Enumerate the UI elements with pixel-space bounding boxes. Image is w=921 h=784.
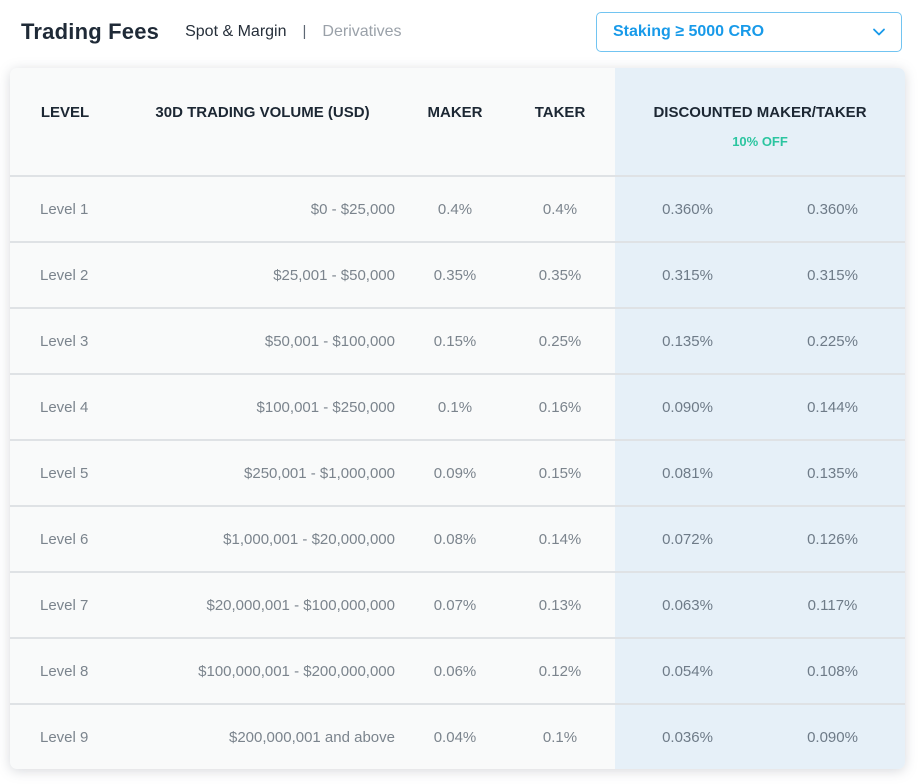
taker-fee-cell: 0.13% xyxy=(538,596,582,614)
discounted-taker-cell: 0.126% xyxy=(760,507,905,571)
discounted-taker-cell: 0.108% xyxy=(760,639,905,703)
taker-fee-cell: 0.12% xyxy=(538,662,582,680)
discounted-maker-cell: 0.090% xyxy=(615,375,760,439)
maker-fee-cell: 0.04% xyxy=(433,728,477,746)
fees-table-card: LEVEL 30D TRADING VOLUME (USD) MAKER TAK… xyxy=(10,68,905,769)
volume-cell: $0 - $25,000 xyxy=(310,200,395,218)
page-header: Trading Fees Spot & Margin | Derivatives… xyxy=(0,0,921,52)
discounted-taker-cell: 0.225% xyxy=(760,309,905,373)
discounted-maker-cell: 0.081% xyxy=(615,441,760,505)
tab-spot-margin[interactable]: Spot & Margin xyxy=(185,22,287,40)
tab-bar: Spot & Margin | Derivatives xyxy=(185,23,401,41)
maker-fee-cell: 0.08% xyxy=(433,530,477,548)
level-cell: Level 6 xyxy=(40,530,89,548)
header-discounted-title: DISCOUNTED MAKER/TAKER xyxy=(653,104,867,121)
discounted-maker-cell: 0.315% xyxy=(615,243,760,307)
header-maker: MAKER xyxy=(427,104,483,121)
tab-derivatives[interactable]: Derivatives xyxy=(322,22,402,40)
volume-cell: $25,001 - $50,000 xyxy=(273,266,395,284)
staking-dropdown-value: Staking ≥ 5000 CRO xyxy=(613,22,765,40)
header-discounted: DISCOUNTED MAKER/TAKER 10% OFF xyxy=(615,68,905,175)
taker-fee-cell: 0.15% xyxy=(538,464,582,482)
taker-fee-cell: 0.16% xyxy=(538,398,582,416)
volume-cell: $20,000,001 - $100,000,000 xyxy=(206,596,395,614)
staking-dropdown[interactable]: Staking ≥ 5000 CRO xyxy=(596,11,902,52)
discounted-taker-cell: 0.144% xyxy=(760,375,905,439)
level-cell: Level 2 xyxy=(40,266,89,284)
table-row: Level 8 $100,000,001 - $200,000,000 0.06… xyxy=(10,637,905,703)
header-level: LEVEL xyxy=(40,104,90,121)
level-cell: Level 7 xyxy=(40,596,89,614)
table-header-row: LEVEL 30D TRADING VOLUME (USD) MAKER TAK… xyxy=(10,68,905,175)
volume-cell: $100,001 - $250,000 xyxy=(256,398,395,416)
level-cell: Level 5 xyxy=(40,464,89,482)
volume-cell: $200,000,001 and above xyxy=(229,728,395,746)
table-row: Level 9 $200,000,001 and above 0.04% 0.1… xyxy=(10,703,905,769)
discounted-taker-cell: 0.090% xyxy=(760,705,905,769)
maker-fee-cell: 0.07% xyxy=(433,596,477,614)
maker-fee-cell: 0.06% xyxy=(433,662,477,680)
level-cell: Level 1 xyxy=(40,200,89,218)
maker-fee-cell: 0.15% xyxy=(433,332,477,350)
table-row: Level 4 $100,001 - $250,000 0.1% 0.16% 0… xyxy=(10,373,905,439)
table-row: Level 6 $1,000,001 - $20,000,000 0.08% 0… xyxy=(10,505,905,571)
discounted-taker-cell: 0.360% xyxy=(760,177,905,241)
table-row: Level 5 $250,001 - $1,000,000 0.09% 0.15… xyxy=(10,439,905,505)
header-volume: 30D TRADING VOLUME (USD) xyxy=(155,104,370,121)
table-row: Level 7 $20,000,001 - $100,000,000 0.07%… xyxy=(10,571,905,637)
volume-cell: $100,000,001 - $200,000,000 xyxy=(198,662,395,680)
discounted-maker-cell: 0.072% xyxy=(615,507,760,571)
volume-cell: $50,001 - $100,000 xyxy=(264,332,395,350)
volume-cell: $1,000,001 - $20,000,000 xyxy=(223,530,395,548)
discounted-taker-cell: 0.135% xyxy=(760,441,905,505)
page-title: Trading Fees xyxy=(21,18,160,44)
volume-cell: $250,001 - $1,000,000 xyxy=(244,464,395,482)
header-taker: TAKER xyxy=(534,104,586,121)
taker-fee-cell: 0.1% xyxy=(542,728,578,746)
discounted-maker-cell: 0.036% xyxy=(615,705,760,769)
table-row: Level 3 $50,001 - $100,000 0.15% 0.25% 0… xyxy=(10,307,905,373)
taker-fee-cell: 0.4% xyxy=(542,200,578,218)
maker-fee-cell: 0.35% xyxy=(433,266,477,284)
discounted-maker-cell: 0.063% xyxy=(615,573,760,637)
tab-separator: | xyxy=(302,23,307,40)
discounted-maker-cell: 0.135% xyxy=(615,309,760,373)
taker-fee-cell: 0.14% xyxy=(538,530,582,548)
chevron-down-icon xyxy=(871,24,887,40)
level-cell: Level 4 xyxy=(40,398,89,416)
maker-fee-cell: 0.1% xyxy=(437,398,473,416)
maker-fee-cell: 0.4% xyxy=(437,200,473,218)
discounted-maker-cell: 0.054% xyxy=(615,639,760,703)
taker-fee-cell: 0.35% xyxy=(538,266,582,284)
discounted-taker-cell: 0.315% xyxy=(760,243,905,307)
level-cell: Level 3 xyxy=(40,332,89,350)
table-body: Level 1 $0 - $25,000 0.4% 0.4% 0.360% 0.… xyxy=(10,175,905,769)
level-cell: Level 8 xyxy=(40,662,89,680)
discount-badge: 10% OFF xyxy=(732,134,788,149)
discounted-taker-cell: 0.117% xyxy=(760,573,905,637)
maker-fee-cell: 0.09% xyxy=(433,464,477,482)
table-row: Level 1 $0 - $25,000 0.4% 0.4% 0.360% 0.… xyxy=(10,175,905,241)
discounted-maker-cell: 0.360% xyxy=(615,177,760,241)
level-cell: Level 9 xyxy=(40,728,89,746)
taker-fee-cell: 0.25% xyxy=(538,332,582,350)
table-row: Level 2 $25,001 - $50,000 0.35% 0.35% 0.… xyxy=(10,241,905,307)
